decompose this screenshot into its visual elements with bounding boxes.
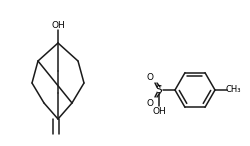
Text: OH: OH: [51, 20, 64, 29]
Text: OH: OH: [152, 107, 165, 117]
Text: CH₃: CH₃: [224, 86, 240, 94]
Text: O: O: [146, 73, 153, 81]
Text: O: O: [146, 99, 153, 107]
Text: S: S: [155, 85, 162, 95]
